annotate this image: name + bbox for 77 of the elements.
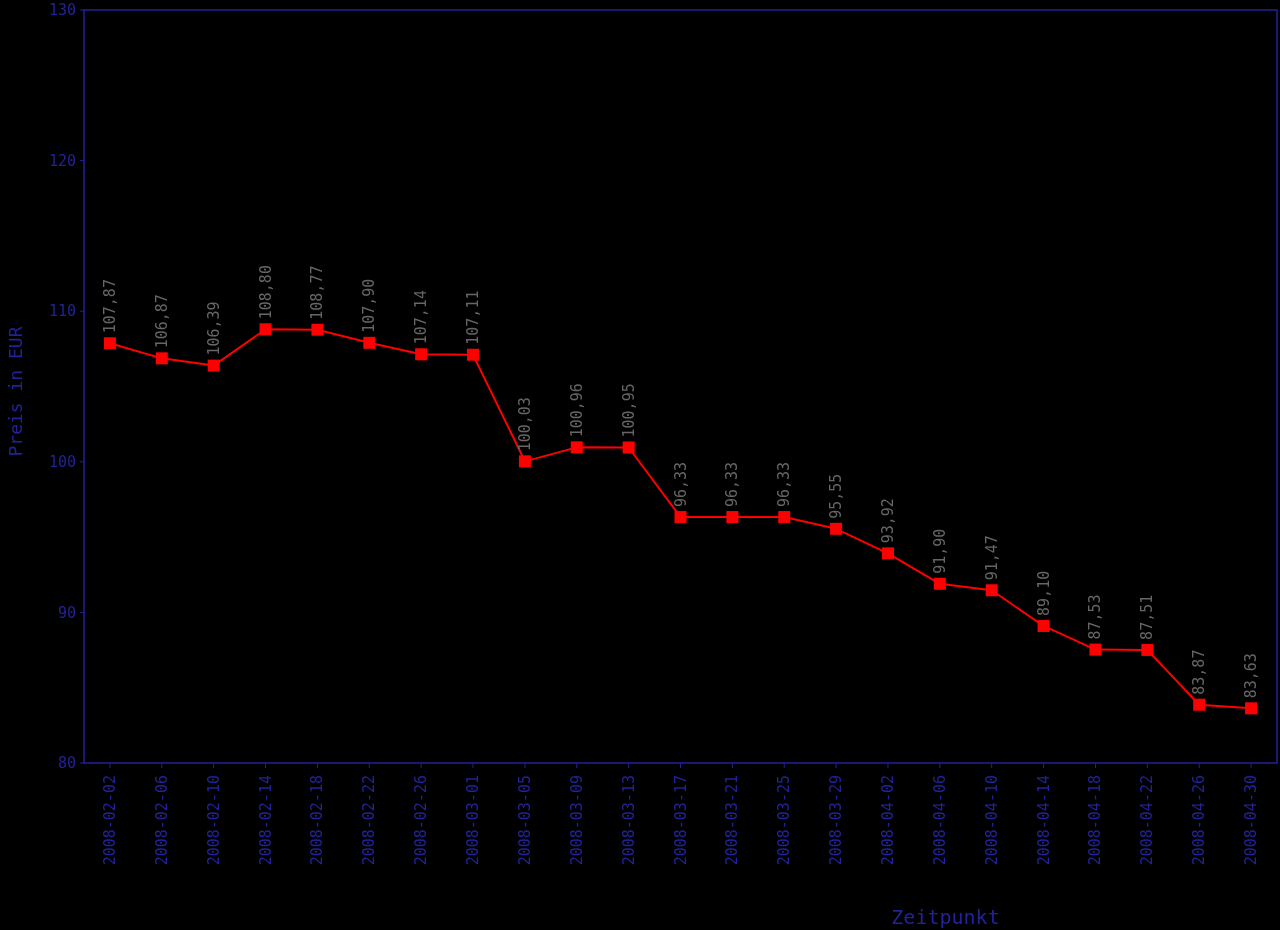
- point: [674, 511, 687, 524]
- point: [363, 336, 376, 349]
- point: [933, 577, 946, 590]
- x-tick-label: 2008-04-18: [1086, 775, 1105, 866]
- data-label: 83,63: [1242, 653, 1261, 699]
- data-label: 95,55: [827, 473, 846, 519]
- y-tick-label: 130: [48, 1, 76, 20]
- x-tick-label: 2008-02-02: [100, 775, 119, 866]
- x-tick-label: 2008-04-06: [930, 775, 949, 866]
- data-label: 89,10: [1034, 570, 1053, 616]
- x-tick-label: 2008-03-09: [567, 775, 586, 866]
- point: [1037, 619, 1050, 632]
- point: [1245, 702, 1258, 715]
- data-label: 91,90: [930, 528, 949, 574]
- y-tick-label: 120: [48, 151, 76, 170]
- data-label: 106,39: [204, 301, 223, 356]
- data-label: 87,53: [1086, 594, 1105, 640]
- point: [622, 441, 635, 454]
- x-tick-label: 2008-03-21: [723, 775, 742, 866]
- point: [518, 455, 531, 468]
- data-label: 100,95: [619, 383, 638, 438]
- x-tick-label: 2008-04-26: [1190, 775, 1209, 866]
- x-axis-title: Zeitpunkt: [891, 905, 1000, 929]
- x-tick-label: 2008-03-13: [619, 775, 638, 866]
- point: [1141, 643, 1154, 656]
- x-tick-label: 2008-04-14: [1034, 775, 1053, 866]
- x-tick-label: 2008-02-18: [308, 775, 327, 866]
- point: [155, 352, 168, 365]
- point: [103, 337, 116, 350]
- x-tick-label: 2008-02-14: [256, 775, 275, 866]
- x-tick-label: 2008-04-30: [1242, 775, 1261, 866]
- data-label: 93,92: [878, 498, 897, 544]
- point: [259, 323, 272, 336]
- x-tick-label: 2008-03-29: [827, 775, 846, 866]
- data-label: 106,87: [152, 294, 171, 349]
- y-axis-title: Preis in EUR: [5, 326, 26, 457]
- data-label: 107,11: [464, 290, 483, 345]
- point: [1193, 698, 1206, 711]
- point: [467, 348, 480, 361]
- data-label: 83,87: [1190, 649, 1209, 695]
- point: [830, 522, 843, 535]
- point: [985, 584, 998, 597]
- y-tick-label: 90: [57, 603, 76, 622]
- point: [570, 441, 583, 454]
- x-tick-label: 2008-03-05: [515, 775, 534, 866]
- x-tick-label: 2008-02-06: [152, 775, 171, 866]
- y-tick-label: 100: [48, 453, 76, 472]
- data-label: 107,14: [412, 290, 431, 345]
- y-tick-label: 110: [48, 302, 76, 321]
- point: [726, 511, 739, 524]
- data-label: 108,77: [308, 265, 327, 320]
- point: [311, 323, 324, 336]
- data-label: 96,33: [775, 461, 794, 508]
- data-label: 91,47: [982, 535, 1001, 581]
- x-tick-label: 2008-04-02: [878, 775, 897, 866]
- data-label: 100,96: [567, 383, 586, 438]
- data-label: 108,80: [256, 265, 275, 320]
- point: [415, 348, 428, 361]
- y-tick-label: 80: [57, 754, 76, 773]
- x-tick-label: 2008-02-10: [204, 775, 223, 866]
- point: [1089, 643, 1102, 656]
- point: [207, 359, 220, 372]
- data-label: 96,33: [671, 461, 690, 508]
- point: [778, 511, 791, 524]
- data-label: 100,03: [515, 397, 534, 452]
- x-tick-label: 2008-03-01: [464, 775, 483, 866]
- x-tick-label: 2008-03-25: [775, 775, 794, 866]
- x-tick-label: 2008-04-22: [1138, 775, 1157, 866]
- x-tick-label: 2008-02-26: [412, 775, 431, 866]
- data-label: 87,51: [1138, 594, 1157, 640]
- data-label: 96,33: [723, 461, 742, 508]
- x-tick-label: 2008-03-17: [671, 775, 690, 866]
- data-label: 107,87: [100, 279, 119, 334]
- point: [881, 547, 894, 560]
- data-label: 107,90: [360, 278, 379, 333]
- x-tick-label: 2008-02-22: [360, 775, 379, 866]
- x-tick-label: 2008-04-10: [982, 775, 1001, 866]
